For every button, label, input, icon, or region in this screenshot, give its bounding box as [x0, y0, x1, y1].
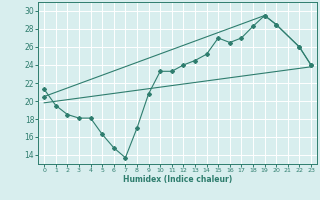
X-axis label: Humidex (Indice chaleur): Humidex (Indice chaleur) [123, 175, 232, 184]
